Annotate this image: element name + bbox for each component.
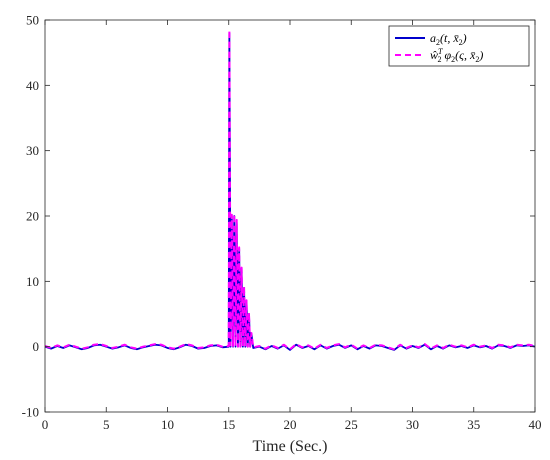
y-tick-label: 0 [33,339,40,354]
x-tick-label: 5 [103,417,110,432]
y-tick-label: 20 [26,209,39,224]
x-tick-label: 35 [467,417,480,432]
legend-label-series-2: ŵT 2 φ2(ς, x̄2) [430,47,483,64]
x-tick-label: 40 [529,417,542,432]
x-axis-title: Time (Sec.) [253,438,328,455]
x-tick-label: 25 [345,417,358,432]
x-tick-label: 30 [406,417,419,432]
y-tick-label: -10 [22,405,39,420]
legend-label-series-1: a2(t, x̄2) [430,31,467,47]
x-tick-label: 0 [42,417,49,432]
y-tick-label: 40 [26,78,39,93]
series-line-2 [45,28,535,351]
y-tick-label: 50 [26,13,39,28]
y-tick-label: 10 [26,274,39,289]
x-axis: 0 5 10 15 20 25 30 35 40 [42,20,542,432]
y-tick-label: 30 [26,143,39,158]
legend: a2(t, x̄2) ŵT 2 φ2(ς, x̄2) [388,25,530,67]
y-axis: -10 0 10 20 30 40 50 [22,13,535,420]
x-tick-label: 10 [161,417,174,432]
x-tick-label: 20 [284,417,297,432]
legend-box [388,25,530,67]
x-tick-label: 15 [222,417,235,432]
